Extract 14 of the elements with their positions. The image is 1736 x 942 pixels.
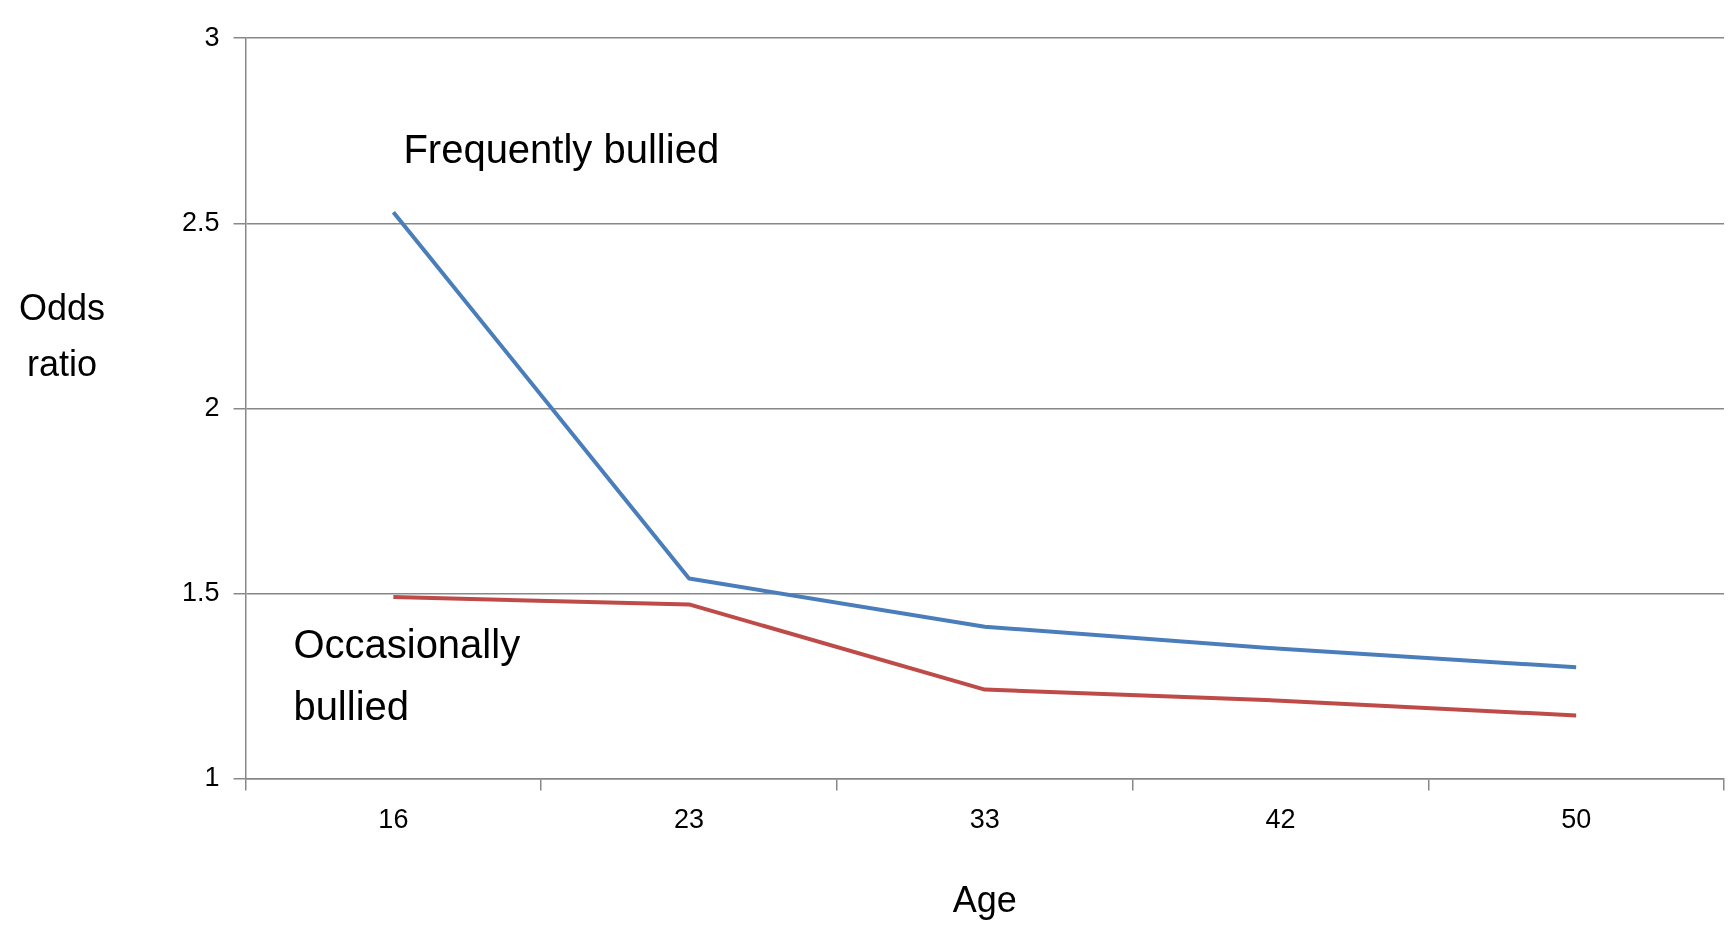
x-tick-label: 42 xyxy=(1265,804,1296,835)
y-tick-label: 2 xyxy=(204,391,220,422)
x-axis-title: Age xyxy=(952,879,1017,921)
y-tick-label: 3 xyxy=(204,21,220,52)
series-label: Frequently bullied xyxy=(403,127,720,172)
x-tick-label: 50 xyxy=(1561,804,1592,835)
x-tick-label: 33 xyxy=(969,804,1000,835)
y-tick-label: 2.5 xyxy=(181,206,220,237)
y-axis-title: Odds ratio xyxy=(18,287,106,385)
x-tick-label: 23 xyxy=(674,804,705,835)
y-tick-label: 1 xyxy=(204,761,220,792)
x-tick-label: 16 xyxy=(378,804,409,835)
series-label: Occasionally bullied xyxy=(293,622,521,729)
y-tick-label: 1.5 xyxy=(181,576,220,607)
